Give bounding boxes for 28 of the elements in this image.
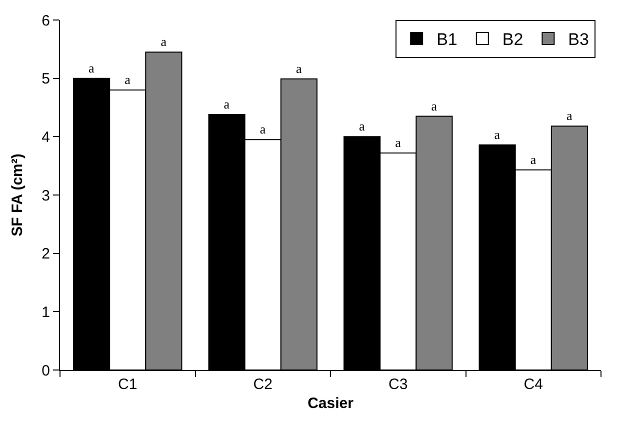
- y-tick-label: 6: [42, 12, 50, 30]
- data-label: a: [494, 126, 500, 142]
- data-label: a: [566, 108, 572, 124]
- data-label: a: [431, 98, 438, 114]
- legend-label: B2: [502, 30, 524, 50]
- data-label: a: [395, 135, 402, 150]
- data-label: a: [260, 122, 266, 137]
- y-tick-label: 4: [42, 128, 50, 146]
- data-label: a: [224, 96, 230, 112]
- x-tick-label: C1: [118, 376, 138, 393]
- y-tick-label: 1: [42, 304, 50, 321]
- legend-label: B3: [568, 30, 589, 50]
- legend-label: B1: [436, 30, 458, 50]
- y-tick-label: 0: [42, 362, 50, 380]
- y-tick-label: 2: [42, 246, 50, 263]
- data-label: a: [296, 60, 302, 76]
- y-tick-label: 5: [42, 70, 50, 88]
- x-tick-label: C2: [253, 376, 272, 393]
- data-label: a: [530, 152, 536, 167]
- x-axis-title: Casier: [308, 395, 354, 412]
- data-label: a: [359, 118, 366, 134]
- data-label: a: [88, 60, 95, 76]
- x-tick-label: C3: [388, 376, 408, 393]
- x-tick-label: C4: [524, 376, 543, 393]
- y-axis-title: SF FA (cm²): [8, 154, 26, 236]
- data-label: a: [160, 34, 167, 50]
- data-label: a: [124, 72, 131, 87]
- y-tick-label: 3: [42, 187, 50, 204]
